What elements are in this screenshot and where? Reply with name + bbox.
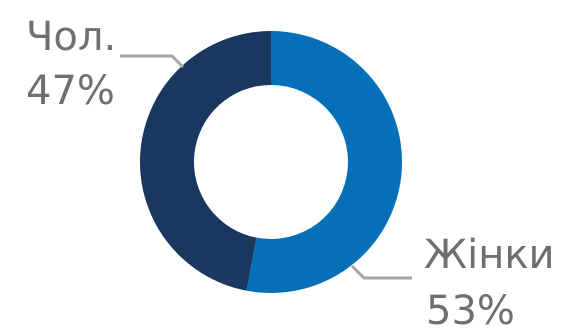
men-percent: 47% [26,68,115,114]
slice-men [139,30,271,291]
slice-women [246,31,402,293]
leader-line-men [120,54,185,69]
women-percent: 53% [426,288,515,332]
women-label: Жінки [424,232,555,278]
men-label: Чол. [26,14,116,60]
leader-line-women [350,264,412,280]
donut-slices [139,30,402,293]
